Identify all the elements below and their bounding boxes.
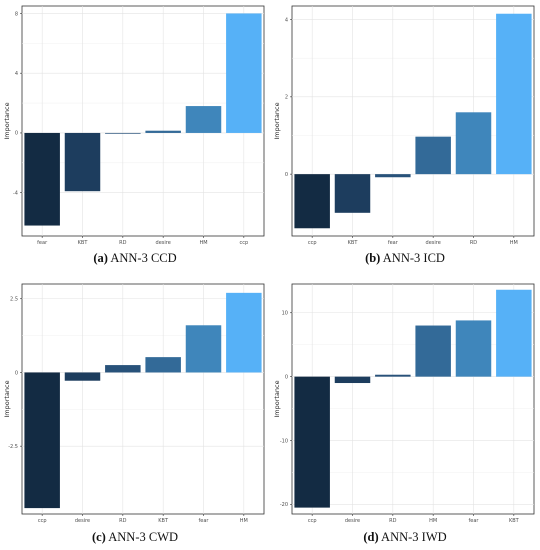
y-tick-label-a: 8 (15, 11, 18, 17)
chart-panel-b: 0 2 4 ccp KBT fear desire RD HM Importance (b) AN… (270, 0, 540, 275)
x-tick-label-a: fear (37, 240, 48, 246)
caption-text-b: ANN-3 ICD (382, 251, 445, 265)
y-tick-label-d: 10 (282, 311, 288, 317)
x-tick-label-c: HM (240, 518, 248, 524)
chart-d: -20 -10 0 10 ccp desire RD HM fear KBT Importance (273, 283, 535, 524)
caption-c: (c) ANN-3 CWD (0, 530, 270, 545)
bar-ccp-d (294, 376, 330, 508)
caption-text-a: ANN-3 CCD (110, 251, 177, 265)
caption-label-d: (d) (363, 530, 379, 544)
y-tick-label-b: 0 (285, 172, 288, 178)
plot-area-d (291, 283, 535, 515)
x-tick-label-d: desire (345, 518, 360, 524)
bar-hm-a (185, 106, 222, 133)
bar-ccp-b (294, 174, 330, 229)
x-tick-label-c: RD (119, 518, 126, 524)
x-tick-label-a: RD (119, 240, 126, 246)
x-tick-label-c: KBT (158, 518, 169, 524)
bar-fear-b (375, 174, 411, 178)
chart-panel-c: -2.5 0 2.5 ccp desire RD KBT fear HM Importance (… (0, 278, 270, 550)
y-tick-label-b: 2 (285, 95, 288, 101)
bar-fear-d (455, 320, 492, 377)
plot-area-a (21, 5, 265, 237)
bar-ccp-c (24, 372, 60, 509)
caption-label-c: (c) (91, 530, 106, 544)
x-tick-label-c: fear (199, 518, 210, 524)
x-tick-label-b: ccp (308, 240, 317, 246)
chart-b: 0 2 4 ccp KBT fear desire RD HM Importance (273, 5, 535, 246)
bar-rd-b (455, 112, 492, 175)
x-tick-label-b: fear (388, 240, 399, 246)
bar-hm-d (415, 325, 451, 377)
y-tick-label-a: 4 (15, 71, 18, 77)
y-tick-label-c: 2.5 (10, 297, 18, 303)
y-tick-label-d: -20 (280, 502, 288, 508)
y-tick-label-d: -10 (280, 438, 288, 444)
x-tick-label-b: desire (426, 240, 441, 246)
bar-ccp-a (226, 13, 262, 133)
x-tick-label-a: desire (156, 240, 171, 246)
bar-fear-c (185, 325, 222, 373)
y-tick-label-c: 0 (15, 370, 18, 376)
caption-text-d: ANN-3 IWD (381, 530, 447, 544)
caption-b: (b) ANN-3 ICD (270, 251, 540, 266)
x-tick-label-a: KBT (78, 240, 89, 246)
x-tick-label-d: HM (429, 518, 437, 524)
y-tick-label-b: 4 (285, 17, 288, 23)
plot-area-b (291, 5, 535, 237)
x-tick-label-a: ccp (239, 240, 248, 246)
x-tick-label-c: ccp (38, 518, 47, 524)
x-tick-label-d: KBT (509, 518, 520, 524)
chart-panel-d: -20 -10 0 10 ccp desire RD HM fear KBT Importance … (270, 278, 540, 550)
bar-kbt-a (64, 132, 101, 192)
x-tick-label-d: RD (389, 518, 396, 524)
y-axis-title-d: Importance (273, 380, 281, 417)
bar-kbt-c (145, 357, 181, 373)
x-tick-label-c: desire (75, 518, 90, 524)
y-axis-title-c: Importance (3, 380, 11, 417)
y-tick-label-c: -2.5 (8, 444, 18, 450)
chart-a: -4 0 4 8 fear KBT RD desire HM ccp Importance (3, 5, 265, 246)
caption-text-c: ANN-3 CWD (108, 530, 179, 544)
bar-hm-c (226, 292, 262, 373)
caption-a: (a) ANN-3 CCD (0, 251, 270, 266)
x-tick-label-b: KBT (348, 240, 359, 246)
bar-desire-c (64, 372, 101, 381)
x-tick-label-b: HM (510, 240, 518, 246)
caption-d: (d) ANN-3 IWD (270, 530, 540, 545)
y-tick-label-a: 0 (15, 131, 18, 137)
caption-label-a: (a) (93, 251, 108, 265)
bar-kbt-b (334, 174, 371, 213)
y-tick-label-d: 0 (285, 374, 288, 380)
y-axis-title-a: Importance (3, 102, 11, 139)
bar-desire-b (415, 136, 451, 175)
bar-desire-a (145, 130, 181, 133)
chart-c: -2.5 0 2.5 ccp desire RD KBT fear HM Importance (3, 283, 265, 524)
bar-rd-d (375, 374, 411, 377)
x-tick-label-b: RD (470, 240, 477, 246)
chart-panel-a: -4 0 4 8 fear KBT RD desire HM ccp Importance (a) … (0, 0, 270, 275)
x-tick-label-d: fear (469, 518, 480, 524)
bar-rd-a (105, 132, 141, 134)
x-tick-label-d: ccp (308, 518, 317, 524)
bar-fear-a (24, 132, 60, 226)
x-tick-label-a: HM (199, 240, 207, 246)
bar-kbt-d (496, 289, 532, 377)
y-axis-title-b: Importance (273, 102, 281, 139)
plot-area-c (21, 283, 265, 515)
bar-hm-b (496, 13, 532, 175)
bar-rd-c (105, 365, 141, 373)
y-tick-label-a: -4 (13, 190, 18, 196)
caption-label-b: (b) (365, 251, 381, 265)
bar-desire-d (334, 376, 371, 384)
